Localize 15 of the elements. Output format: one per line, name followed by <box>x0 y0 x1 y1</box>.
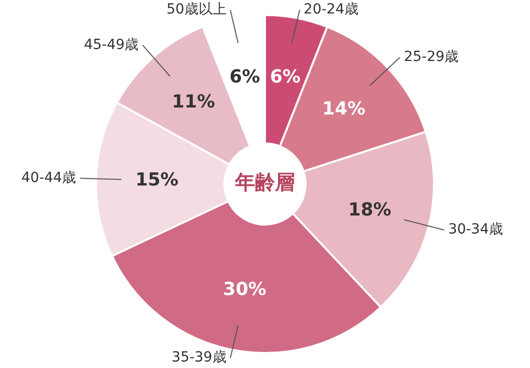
data-label: 18% <box>348 200 392 221</box>
data-label: 15% <box>135 169 178 190</box>
text: 年齢層 <box>234 170 295 194</box>
slice-label: 35-39歳 <box>172 350 226 366</box>
slice-label: 30-34歳 <box>448 222 503 238</box>
data-label: 6% <box>229 66 260 88</box>
slice-label: 45-49歳 <box>84 36 139 53</box>
slice-label: 20-24歳 <box>304 2 358 18</box>
slice-label: 25-29歳 <box>404 49 459 65</box>
data-label: 6% <box>270 66 301 88</box>
data-label: 30% <box>223 278 266 300</box>
slice-label: 50歳以上 <box>166 2 226 18</box>
slice-label: 40-44歳 <box>21 170 76 186</box>
data-label: 11% <box>172 92 216 113</box>
data-label: 14% <box>322 98 366 120</box>
